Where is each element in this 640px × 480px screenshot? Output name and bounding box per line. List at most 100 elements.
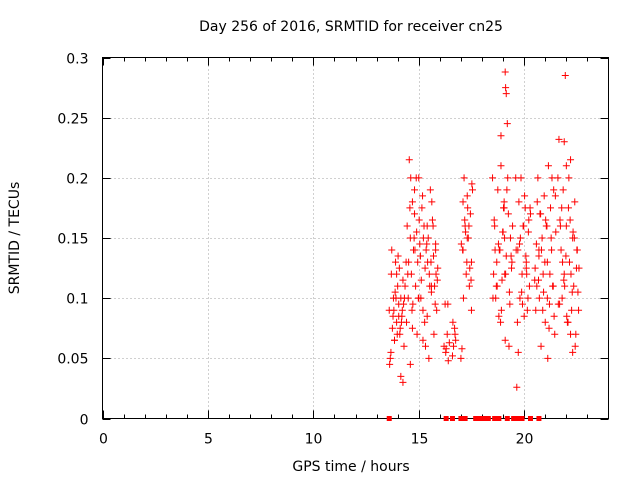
data-point bbox=[524, 294, 532, 302]
data-point bbox=[523, 306, 531, 314]
data-point bbox=[413, 330, 421, 338]
data-point bbox=[523, 270, 531, 278]
data-point bbox=[535, 276, 543, 284]
data-point bbox=[462, 228, 470, 236]
data-point bbox=[434, 264, 442, 272]
data-point bbox=[562, 222, 570, 230]
data-point bbox=[442, 348, 450, 356]
data-point bbox=[419, 234, 427, 242]
data-point bbox=[558, 204, 566, 212]
data-point bbox=[533, 198, 541, 206]
y-tick-label: 0.1 bbox=[66, 292, 88, 308]
data-point bbox=[497, 306, 505, 314]
data-point bbox=[497, 162, 505, 170]
data-point bbox=[532, 240, 540, 248]
data-point bbox=[505, 288, 513, 296]
zero-point bbox=[504, 416, 510, 421]
y-tick-label: 0.15 bbox=[57, 232, 88, 248]
data-point bbox=[451, 324, 459, 332]
data-point bbox=[503, 186, 511, 194]
data-point bbox=[423, 312, 431, 320]
data-point bbox=[410, 234, 418, 242]
data-point bbox=[532, 306, 540, 314]
data-point bbox=[426, 186, 434, 194]
scatter-points bbox=[385, 68, 583, 391]
data-point bbox=[560, 276, 568, 284]
data-point bbox=[388, 324, 396, 332]
data-point bbox=[444, 357, 452, 365]
y-tick-label: 0.05 bbox=[57, 352, 88, 368]
data-point bbox=[405, 156, 413, 164]
data-point bbox=[412, 282, 420, 290]
data-point bbox=[500, 198, 508, 206]
data-point bbox=[508, 258, 516, 266]
data-point bbox=[562, 252, 570, 260]
data-point bbox=[533, 282, 541, 290]
data-point bbox=[448, 352, 456, 360]
data-point bbox=[492, 282, 500, 290]
data-point bbox=[499, 228, 507, 236]
data-point bbox=[549, 282, 557, 290]
data-point bbox=[506, 234, 514, 242]
data-point bbox=[563, 312, 571, 320]
data-point bbox=[575, 306, 583, 314]
data-point bbox=[400, 342, 408, 350]
data-point bbox=[547, 234, 555, 242]
data-point bbox=[465, 222, 473, 230]
data-point bbox=[567, 270, 575, 278]
zero-point bbox=[515, 416, 521, 421]
data-point bbox=[411, 210, 419, 218]
data-point bbox=[505, 342, 513, 350]
data-point bbox=[432, 240, 440, 248]
data-point bbox=[517, 174, 525, 182]
data-point bbox=[408, 324, 416, 332]
data-point bbox=[539, 306, 547, 314]
zero-point bbox=[458, 416, 464, 421]
data-point bbox=[506, 300, 514, 308]
data-point bbox=[401, 282, 409, 290]
data-point bbox=[445, 339, 453, 347]
data-point bbox=[501, 336, 509, 344]
data-point bbox=[509, 222, 517, 230]
data-point bbox=[565, 174, 573, 182]
zero-point bbox=[519, 416, 525, 421]
data-point bbox=[535, 252, 543, 260]
data-point bbox=[547, 204, 555, 212]
data-point bbox=[501, 68, 509, 76]
data-point bbox=[518, 288, 526, 296]
data-point bbox=[569, 348, 577, 356]
data-point bbox=[568, 306, 576, 314]
data-point bbox=[430, 252, 438, 260]
data-point bbox=[428, 198, 436, 206]
data-point bbox=[411, 186, 419, 194]
data-point bbox=[444, 300, 452, 308]
data-point bbox=[544, 162, 552, 170]
data-point bbox=[489, 294, 497, 302]
data-point bbox=[419, 192, 427, 200]
data-point bbox=[540, 288, 548, 296]
data-point bbox=[416, 240, 424, 248]
axis-ticks bbox=[102, 57, 609, 420]
data-point bbox=[561, 282, 569, 290]
data-point bbox=[468, 180, 476, 188]
data-point bbox=[399, 276, 407, 284]
data-point bbox=[405, 258, 413, 266]
data-point bbox=[457, 354, 465, 362]
data-point bbox=[550, 312, 558, 320]
data-point bbox=[556, 300, 564, 308]
data-point bbox=[423, 240, 431, 248]
data-point bbox=[570, 282, 578, 290]
data-point bbox=[428, 216, 436, 224]
data-point bbox=[545, 324, 553, 332]
data-point bbox=[534, 174, 542, 182]
zero-point bbox=[492, 416, 498, 421]
data-point bbox=[395, 312, 403, 320]
data-point bbox=[501, 270, 509, 278]
data-point bbox=[561, 72, 569, 80]
data-point bbox=[421, 342, 429, 350]
data-point bbox=[495, 246, 503, 254]
data-point bbox=[495, 312, 503, 320]
data-point bbox=[489, 174, 497, 182]
data-point bbox=[467, 306, 475, 314]
data-point bbox=[449, 318, 457, 326]
